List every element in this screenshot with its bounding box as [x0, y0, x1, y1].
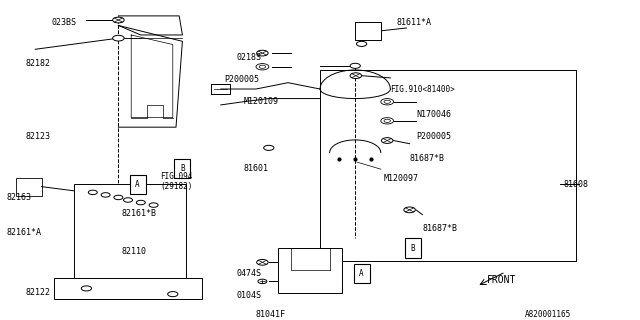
- Text: B: B: [410, 244, 415, 252]
- Circle shape: [175, 166, 190, 174]
- Circle shape: [256, 64, 269, 70]
- FancyBboxPatch shape: [278, 248, 342, 292]
- Text: 82122: 82122: [26, 288, 51, 297]
- Text: 82123: 82123: [26, 132, 51, 141]
- FancyBboxPatch shape: [405, 238, 421, 258]
- Circle shape: [350, 73, 362, 78]
- Text: FIG.910<81400>: FIG.910<81400>: [390, 84, 455, 93]
- Text: A820001165: A820001165: [525, 310, 571, 319]
- Text: 0104S: 0104S: [237, 291, 262, 300]
- Circle shape: [168, 292, 178, 297]
- Circle shape: [257, 260, 268, 265]
- Text: 82161*A: 82161*A: [6, 228, 42, 236]
- Circle shape: [88, 190, 97, 195]
- Circle shape: [350, 63, 360, 68]
- Text: 82110: 82110: [122, 247, 147, 256]
- Circle shape: [381, 99, 394, 105]
- Text: 81601: 81601: [243, 164, 268, 173]
- Text: 0474S: 0474S: [237, 269, 262, 278]
- FancyBboxPatch shape: [54, 278, 202, 299]
- FancyBboxPatch shape: [354, 264, 370, 283]
- Text: 81687*B: 81687*B: [410, 155, 445, 164]
- Text: B: B: [180, 164, 185, 173]
- Circle shape: [113, 35, 124, 41]
- Text: M120097: M120097: [384, 173, 419, 182]
- Text: P200005: P200005: [416, 132, 451, 141]
- FancyBboxPatch shape: [16, 178, 42, 196]
- Circle shape: [179, 168, 186, 172]
- Text: 023BS: 023BS: [51, 18, 76, 27]
- Text: 81041F: 81041F: [256, 310, 286, 319]
- Circle shape: [381, 138, 393, 143]
- Circle shape: [384, 100, 390, 103]
- Circle shape: [381, 118, 394, 124]
- Text: 81687*B: 81687*B: [422, 224, 458, 233]
- Circle shape: [404, 207, 415, 213]
- Text: A: A: [135, 180, 140, 189]
- Text: N170046: N170046: [416, 110, 451, 119]
- Circle shape: [81, 286, 92, 291]
- Text: M120109: M120109: [243, 97, 278, 106]
- Circle shape: [257, 50, 268, 56]
- Circle shape: [124, 198, 132, 202]
- Circle shape: [264, 145, 274, 150]
- Text: 81608: 81608: [563, 180, 588, 189]
- Text: FIG.094
(29182): FIG.094 (29182): [160, 172, 193, 191]
- Text: 82163: 82163: [6, 193, 31, 202]
- Circle shape: [384, 119, 390, 123]
- FancyBboxPatch shape: [174, 159, 191, 178]
- Circle shape: [356, 41, 367, 46]
- Text: A: A: [359, 269, 364, 278]
- FancyBboxPatch shape: [129, 175, 146, 194]
- Circle shape: [101, 193, 110, 197]
- Text: FRONT: FRONT: [486, 275, 516, 285]
- Circle shape: [258, 279, 267, 284]
- Text: 81611*A: 81611*A: [397, 18, 432, 27]
- Circle shape: [113, 17, 124, 23]
- Text: 82182: 82182: [26, 59, 51, 68]
- FancyBboxPatch shape: [355, 22, 381, 40]
- Circle shape: [136, 200, 145, 205]
- Text: 82161*B: 82161*B: [122, 209, 157, 218]
- Circle shape: [114, 195, 123, 200]
- Circle shape: [149, 203, 158, 207]
- Circle shape: [259, 65, 266, 68]
- FancyBboxPatch shape: [74, 184, 186, 280]
- Text: P200005: P200005: [224, 75, 259, 84]
- Text: 0218S: 0218S: [237, 53, 262, 62]
